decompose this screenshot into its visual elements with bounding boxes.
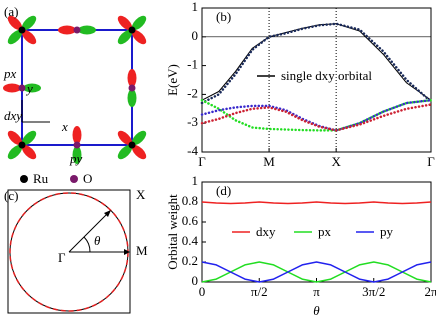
lattice-diagram xyxy=(3,15,147,164)
orbital-label: px xyxy=(3,66,17,81)
axis-label: x xyxy=(61,119,68,134)
series-line xyxy=(201,201,432,205)
y-tick-label: 0.4 xyxy=(182,233,199,248)
ru-atom xyxy=(128,26,136,34)
orbital-lobe xyxy=(7,15,23,31)
legend-label: px xyxy=(318,224,332,239)
ru-atom xyxy=(128,141,136,149)
o-marker xyxy=(70,175,78,183)
orbital-lobe xyxy=(127,69,137,87)
point-label: M xyxy=(136,243,148,258)
orbital-lobe xyxy=(21,15,37,31)
orbital-lobe xyxy=(72,126,82,144)
orbital-lobe xyxy=(58,25,76,35)
y-tick-label: -3 xyxy=(187,114,198,129)
legend-label: Ru xyxy=(33,171,49,186)
orbital-lobe xyxy=(117,29,133,45)
x-tick-label: Γ xyxy=(427,154,435,169)
y-tick-label: 0 xyxy=(192,273,199,288)
orbital-lobe xyxy=(131,144,147,160)
arrow xyxy=(68,210,111,253)
x-tick-label: π xyxy=(313,284,320,299)
y-tick-label: 1 xyxy=(192,173,199,188)
y-tick-label: 0.6 xyxy=(182,213,199,228)
panel-label: (b) xyxy=(216,9,231,24)
series-line xyxy=(201,23,432,101)
ru-atom xyxy=(18,141,26,149)
x-tick-label: π/2 xyxy=(251,284,268,299)
orbital-lobe xyxy=(117,144,133,160)
orbital-lobe xyxy=(7,144,23,160)
orbital-lobe xyxy=(127,89,137,107)
legend-label: dxy xyxy=(256,224,276,239)
orbital-lobe xyxy=(117,130,133,146)
o-atom xyxy=(18,84,26,92)
x-tick-label: X xyxy=(331,154,341,169)
orbital-lobe xyxy=(131,15,147,31)
x-tick-label: 3π/2 xyxy=(362,284,385,299)
panel-label: (d) xyxy=(216,183,231,198)
orbital-lobe xyxy=(131,130,147,146)
arrow-head xyxy=(104,210,130,255)
series-line xyxy=(201,261,432,283)
orbital-lobe xyxy=(21,130,37,146)
ru-atom xyxy=(18,26,26,34)
y-tick-label: 0 xyxy=(192,28,199,43)
orbital-lobe xyxy=(7,130,23,146)
point-label: X xyxy=(136,187,146,202)
o-atom xyxy=(128,84,136,92)
orbital-label: dxy xyxy=(4,108,22,123)
panel-label: (a) xyxy=(4,4,18,19)
x-tick-label: M xyxy=(263,154,275,169)
orbital-lobe xyxy=(21,29,37,45)
orbital-lobe xyxy=(23,83,41,93)
series-line xyxy=(201,261,432,283)
orbital-lobe xyxy=(72,146,82,164)
orbital-label: py xyxy=(69,151,83,166)
angle-arc xyxy=(83,236,91,253)
orbital-lobe xyxy=(117,15,133,31)
x-tick-label: 2π xyxy=(424,284,436,299)
x-tick-label: 0 xyxy=(199,284,206,299)
y-axis-label: Orbital weight xyxy=(165,194,180,270)
series-line xyxy=(200,103,433,132)
o-atom xyxy=(73,26,81,34)
angle-label: θ xyxy=(94,233,101,248)
orbital-lobe xyxy=(131,29,147,45)
y-tick-label: -2 xyxy=(187,85,198,100)
x-axis-label: θ xyxy=(313,303,320,318)
orbital-lobe xyxy=(21,144,37,160)
x-tick-label: Γ xyxy=(198,154,206,169)
y-axis-label: E(eV) xyxy=(165,64,180,96)
orbital-lobe xyxy=(7,29,23,45)
y-tick-label: 0.2 xyxy=(182,253,198,268)
ru-marker xyxy=(20,175,28,183)
legend-label: py xyxy=(380,224,394,239)
panel-label: (c) xyxy=(4,188,18,203)
plot-frame xyxy=(201,7,432,153)
zone-boundary xyxy=(7,189,131,314)
orbital-lobe xyxy=(78,25,96,35)
o-atom xyxy=(73,141,81,149)
y-tick-label: -4 xyxy=(187,143,198,158)
point-label: Γ xyxy=(58,250,66,265)
y-tick-label: 1 xyxy=(192,0,199,14)
series-line xyxy=(200,98,433,132)
y-tick-label: 0.8 xyxy=(182,193,198,208)
series-line xyxy=(200,22,433,105)
axis-label: y xyxy=(25,81,33,96)
legend-label: single dxy orbital xyxy=(281,68,372,83)
orbital-lobe xyxy=(3,83,21,93)
y-tick-label: -1 xyxy=(187,57,198,72)
legend-label: O xyxy=(83,171,92,186)
